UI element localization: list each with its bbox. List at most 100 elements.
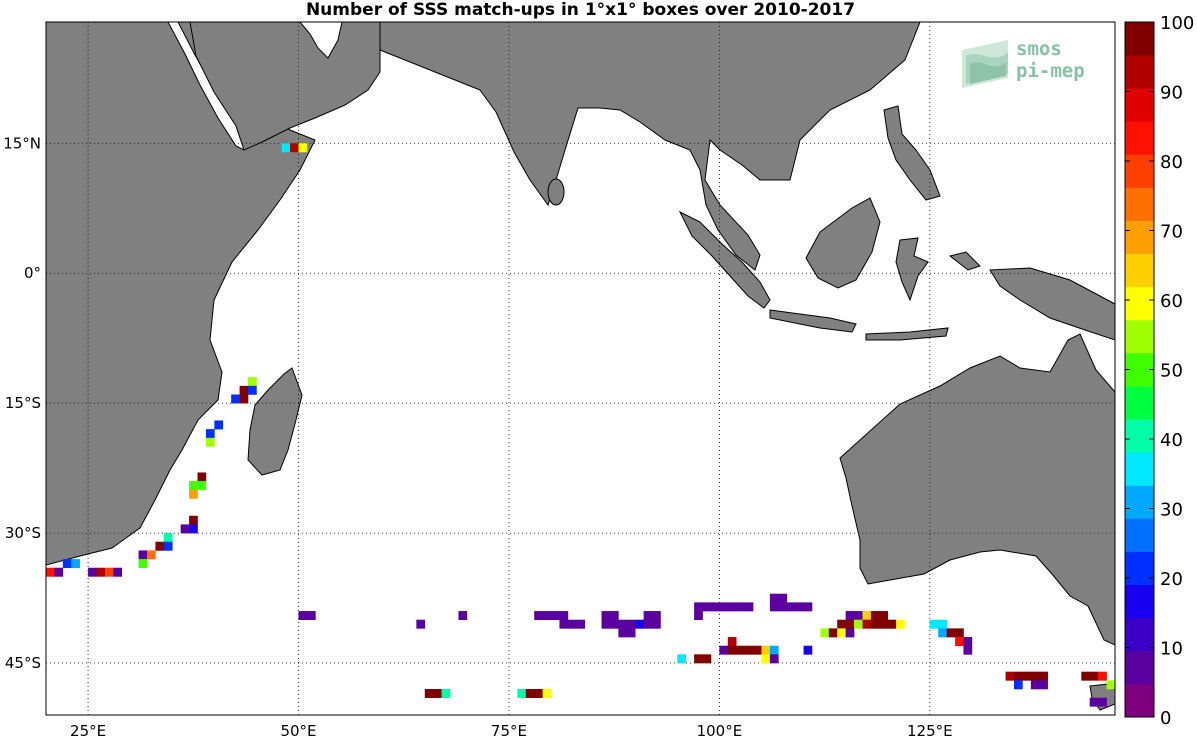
colorbar-segment [1125,88,1154,122]
matchup-cell [1039,671,1048,681]
matchup-cell [643,619,653,629]
matchup-cell [1106,680,1116,690]
colorbar-tick-label: 80 [1160,152,1183,173]
colorbar-segment [1125,319,1154,354]
sri-lanka-island [547,178,565,206]
matchup-cell [104,567,114,577]
matchup-cell [205,437,215,447]
matchup-cell [46,567,55,577]
matchup-cell [652,611,661,621]
matchup-cell [189,515,198,525]
longitude-tick-label: 25°E [70,722,106,738]
matchup-cell [1005,671,1015,681]
asia-landmass [379,22,921,271]
matchup-cell [626,619,636,629]
matchup-cell [214,420,224,430]
matchup-cell [719,602,729,612]
matchup-cell [938,619,947,629]
matchup-cell [189,524,198,534]
matchup-cell [727,645,737,655]
colorbar-tick-label: 10 [1160,639,1183,660]
matchup-cell [753,645,762,655]
matchup-cell [955,637,964,646]
matchup-cell [963,645,973,655]
matchup-cell [542,689,552,698]
matchup-cell [769,602,779,612]
australia-landmass [839,333,1115,646]
colorbar [1124,21,1155,718]
matchup-cell [727,602,737,612]
matchup-cell [736,602,745,612]
colorbar-tick-label: 60 [1160,291,1183,312]
matchup-cell [601,611,611,621]
smos-wave-icon [962,40,1008,88]
longitude-tick-label: 75°E [491,722,527,738]
longitude-tick-label: 125°E [907,722,953,738]
matchup-cell [441,689,451,698]
matchup-cell [710,602,720,612]
matchup-cell [862,611,872,621]
matchup-cell [862,619,872,629]
matchup-cell [1081,671,1091,681]
matchup-cell [845,619,855,629]
sumatra-island [678,210,771,309]
matchup-cell [180,524,190,534]
map-title: Number of SSS match-ups in 1°x1° boxes o… [305,0,856,20]
matchup-cell [609,611,619,621]
colorbar-tick-label: 30 [1160,500,1183,521]
matchup-cell [96,567,106,577]
matchup-cell [736,645,745,655]
matchup-cell [517,689,527,698]
matchup-cell [803,602,813,612]
madagascar-island [247,367,303,476]
matchup-cell [946,628,956,638]
matchup-cell [1030,680,1040,690]
matchup-cell [1022,671,1032,681]
logo-line1: smos [1016,38,1062,60]
matchup-cell [189,481,198,491]
matchup-cell [643,611,653,621]
matchup-cell [298,611,308,621]
colorbar-tick-label: 70 [1160,222,1183,243]
matchup-cell [769,654,779,664]
matchup-cell [845,611,855,621]
matchup-cell [820,628,830,638]
colorbar-segment [1125,485,1154,519]
colorbar-segment [1125,452,1154,486]
matchup-cell [567,619,577,629]
matchup-cell [1089,671,1099,681]
matchup-cell [870,611,880,621]
matchup-cell [71,559,80,569]
matchup-cell [769,645,779,655]
matchup-cell [239,385,249,395]
matchup-cell [163,533,173,543]
colorbar-tick-label: 20 [1160,569,1183,590]
matchup-cell [854,611,863,621]
matchup-cell [163,541,173,551]
matchup-cell [197,481,207,491]
matchup-cell [803,645,813,655]
philippines-islands [883,105,941,201]
matchup-cell [761,645,771,655]
matchup-cell [113,567,123,577]
latitude-tick-label: 15°N [3,134,41,152]
matchup-cell [778,593,788,603]
colorbar-segment [1125,419,1154,453]
colorbar-segment [1125,584,1154,619]
matchup-cell [231,394,240,404]
latitude-tick-label: 15°S [5,394,41,412]
matchup-cell [239,394,249,404]
smos-pimep-logo: smos pi-mep [962,38,1085,88]
matchup-cell [677,654,687,664]
matchup-cell [694,611,703,621]
matchup-cell [879,619,889,629]
matchup-cell [887,619,897,629]
new-guinea-island [989,267,1115,341]
longitude-tick-label: 100°E [697,722,743,738]
matchup-cell [88,567,97,577]
colorbar-segment [1125,154,1154,188]
matchup-cell [769,593,779,603]
matchup-cell [1039,680,1048,690]
matchup-cell [147,550,156,560]
